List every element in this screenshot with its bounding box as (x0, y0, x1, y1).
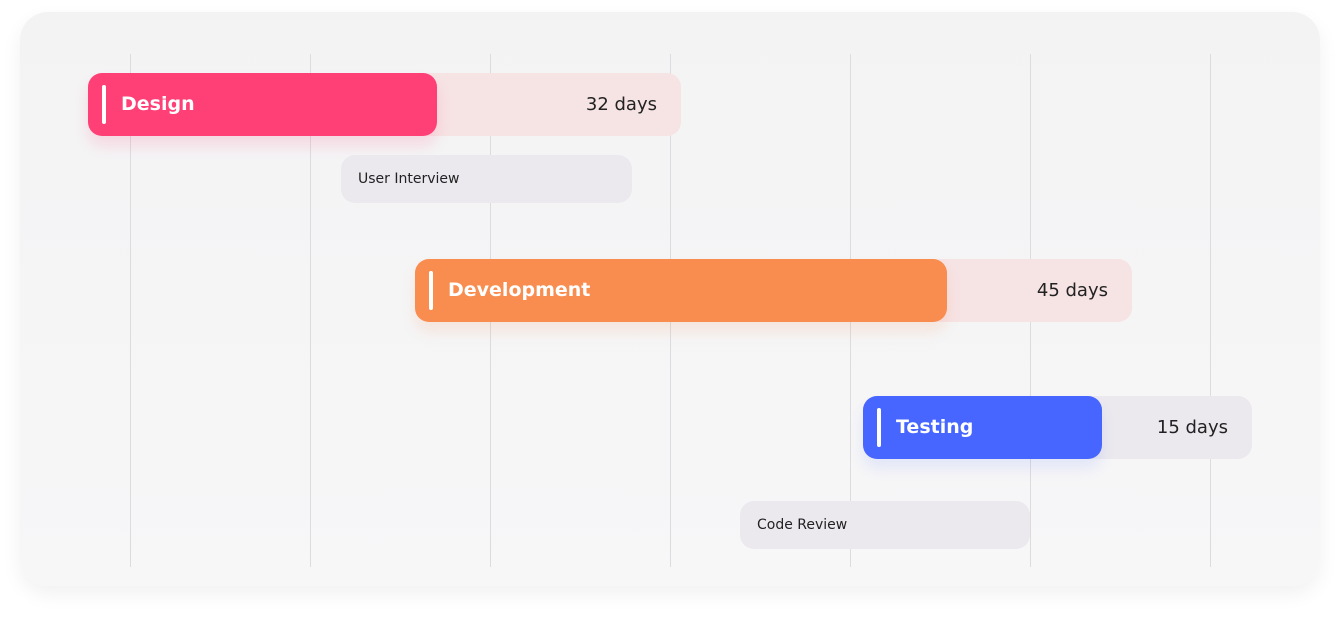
grid-line (130, 54, 131, 567)
task-label: Testing (896, 416, 974, 438)
task-duration: 32 days (585, 94, 657, 115)
gantt-card: 32 days Design User Interview 45 days De… (20, 12, 1320, 586)
task-bar-design[interactable]: Design (88, 73, 437, 136)
subtask-code-review[interactable]: Code Review (740, 501, 1030, 549)
task-duration: 15 days (1156, 417, 1228, 438)
subtask-user-interview[interactable]: User Interview (341, 155, 632, 203)
subtask-label: User Interview (358, 171, 460, 187)
task-label: Development (448, 279, 591, 301)
bar-marker (877, 408, 881, 447)
task-bar-testing[interactable]: Testing (863, 396, 1102, 459)
task-duration: 45 days (1036, 280, 1108, 301)
bar-marker (102, 85, 106, 124)
bar-marker (429, 271, 433, 310)
task-bar-development[interactable]: Development (415, 259, 947, 322)
grid-line (1210, 54, 1211, 567)
subtask-label: Code Review (757, 517, 848, 533)
grid-line (310, 54, 311, 567)
task-label: Design (121, 93, 195, 115)
